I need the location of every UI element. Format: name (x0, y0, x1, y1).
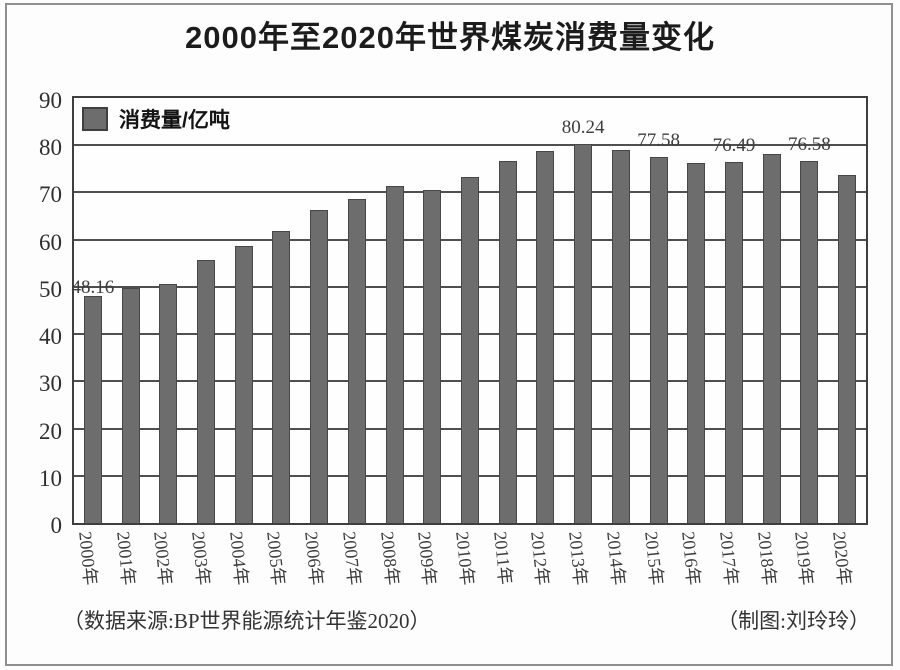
y-tick-label-80: 80 (39, 135, 62, 161)
y-tick-label-10: 10 (39, 465, 62, 491)
credit-note: （制图:刘玲玲） (717, 609, 870, 633)
bar-2000年 (83, 295, 102, 523)
bar-2009年 (423, 190, 442, 523)
legend: 消费量/亿吨 (82, 104, 230, 134)
x-tick-label-2020年: 2020年 (829, 530, 855, 587)
x-tick-label-2009年: 2009年 (414, 530, 440, 587)
y-tick-label-60: 60 (39, 229, 62, 255)
bar-2001年 (121, 287, 140, 523)
bar-2006年 (310, 209, 329, 523)
bar-2017年 (725, 161, 743, 523)
x-tick-label-2012年: 2012年 (527, 530, 554, 587)
x-tick-label-2004年: 2004年 (225, 530, 252, 587)
bar-2012年 (536, 150, 555, 523)
legend-swatch-icon (82, 107, 108, 131)
x-tick-label-2000年: 2000年 (74, 530, 101, 587)
y-tick-label-0: 0 (50, 513, 63, 538)
x-axis-labels: 2000年 2001年 2002年 2003年 2004年 2005年 2006年 2007年… (72, 523, 864, 603)
bar-2011年 (498, 161, 517, 523)
bar-value-label-2019年: 76.58 (788, 134, 831, 156)
bar-2014年 (611, 150, 630, 523)
x-tick-label-2008年: 2008年 (376, 530, 403, 587)
plot-area: 48.16 80.24 77.58 76.49 76.58 消费量/亿吨 (71, 96, 868, 525)
x-tick-label-2014年: 2014年 (602, 530, 629, 587)
bar-2008年 (385, 186, 404, 523)
x-tick-label-2007年: 2007年 (338, 530, 365, 587)
x-tick-label-2019年: 2019年 (791, 530, 818, 587)
bar-2020年 (838, 175, 857, 523)
bar-2007年 (347, 199, 366, 523)
x-tick-label-2015年: 2015年 (640, 530, 667, 587)
x-tick-label-2018年: 2018年 (753, 530, 780, 587)
y-axis-labels: 90 80 70 60 50 40 30 20 10 0 (0, 88, 62, 538)
x-tick-label-2002年: 2002年 (150, 530, 176, 587)
legend-label: 消费量/亿吨 (119, 109, 230, 132)
y-tick-label-70: 70 (39, 182, 62, 208)
bar-2016年 (687, 163, 706, 523)
y-tick-label-30: 30 (39, 371, 62, 397)
x-tick-label-2001年: 2001年 (112, 530, 139, 587)
x-tick-label-2016年: 2016年 (678, 530, 704, 587)
bar-2002年 (159, 283, 178, 523)
y-tick-label-20: 20 (39, 418, 62, 444)
bar-2010年 (461, 176, 479, 523)
bar-2013年 (574, 144, 593, 523)
x-tick-label-2005年: 2005年 (263, 530, 290, 587)
chart-title: 2000年至2020年世界煤炭消费量变化 (185, 20, 715, 55)
bar-value-label-2017年: 76.49 (712, 134, 756, 156)
y-tick-label-50: 50 (39, 276, 62, 302)
x-tick-label-2017年: 2017年 (716, 530, 742, 587)
x-tick-label-2010年: 2010年 (452, 530, 478, 587)
source-note: （数据来源:BP世界能源统计年鉴2020） (63, 609, 431, 633)
x-tick-label-2011年: 2011年 (489, 530, 516, 586)
bar-value-label-2000年: 48.16 (71, 276, 115, 298)
y-tick-label-40: 40 (39, 324, 62, 350)
bar-2005年 (272, 231, 291, 523)
bar-value-label-2013年: 80.24 (561, 117, 605, 139)
x-tick-label-2006年: 2006年 (301, 530, 327, 587)
bar-2019年 (800, 161, 819, 523)
bar-2015年 (649, 156, 668, 523)
y-tick-label-90: 90 (39, 88, 62, 113)
x-tick-label-2013年: 2013年 (565, 530, 591, 587)
gridline-80 (74, 144, 866, 147)
bar-2018年 (762, 154, 781, 523)
bar-2003年 (197, 259, 215, 523)
bar-value-label-2015年: 77.58 (637, 129, 680, 151)
bar-2004年 (234, 246, 253, 523)
x-tick-label-2003年: 2003年 (188, 530, 214, 587)
